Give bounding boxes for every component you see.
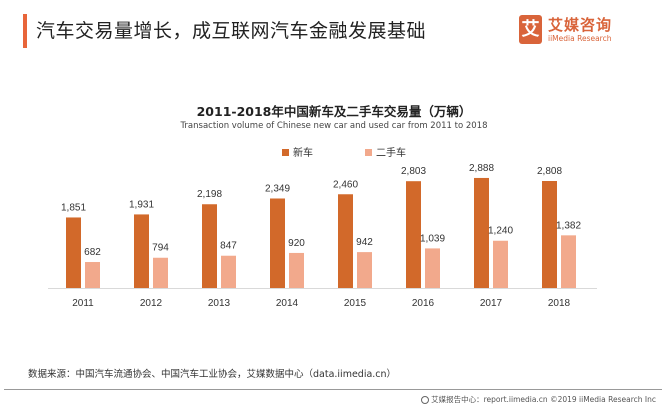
bar-new-car-2018 bbox=[542, 181, 557, 288]
bar-used-car-2011 bbox=[85, 262, 100, 288]
legend-swatch-used-car bbox=[365, 149, 372, 156]
logo-english-text: iiMedia Research bbox=[548, 34, 612, 43]
data-source-note: 数据来源：中国汽车流通协会、中国汽车工业协会，艾媒数据中心（data.iimed… bbox=[28, 369, 397, 380]
footer-divider bbox=[4, 389, 662, 390]
data-label-new-car-2018: 2,808 bbox=[537, 166, 562, 177]
data-label-new-car-2012: 1,931 bbox=[129, 199, 154, 210]
bar-used-car-2015 bbox=[357, 252, 372, 288]
data-label-new-car-2017: 2,888 bbox=[469, 163, 494, 174]
bar-new-car-2011 bbox=[66, 217, 81, 288]
data-label-used-car-2013: 847 bbox=[220, 241, 237, 252]
data-label-used-car-2017: 1,240 bbox=[488, 226, 513, 237]
data-label-used-car-2011: 682 bbox=[84, 247, 101, 258]
legend-swatch-new-car bbox=[282, 149, 289, 156]
x-tick-label-2014: 2014 bbox=[276, 298, 299, 309]
bar-new-car-2014 bbox=[270, 198, 285, 288]
x-tick-label-2016: 2016 bbox=[412, 298, 435, 309]
bar-used-car-2016 bbox=[425, 248, 440, 288]
title-accent-bar bbox=[23, 14, 27, 48]
bar-new-car-2017 bbox=[474, 177, 489, 288]
x-tick-label-2015: 2015 bbox=[344, 298, 367, 309]
bar-used-car-2014 bbox=[289, 252, 304, 288]
x-tick-label-2011: 2011 bbox=[72, 298, 94, 309]
legend-label-new-car: 新车 bbox=[293, 148, 313, 159]
legend-label-used-car: 二手车 bbox=[376, 148, 406, 159]
globe-icon bbox=[421, 396, 430, 404]
footer-credit-text: 艾媒报告中心：report.iimedia.cn ©2019 iiMedia R… bbox=[431, 395, 656, 404]
bar-new-car-2016 bbox=[406, 181, 421, 288]
x-tick-label-2012: 2012 bbox=[140, 298, 163, 309]
logo-chinese-text: 艾媒咨询 bbox=[548, 16, 613, 34]
legend-item-used-car: 二手车 bbox=[365, 144, 406, 159]
bar-used-car-2017 bbox=[493, 240, 508, 288]
bar-used-car-2012 bbox=[153, 257, 168, 288]
data-label-used-car-2012: 794 bbox=[152, 243, 169, 254]
data-label-used-car-2015: 942 bbox=[356, 237, 373, 248]
bar-used-car-2018 bbox=[561, 235, 576, 288]
data-label-new-car-2016: 2,803 bbox=[401, 166, 426, 177]
footer-credit: 艾媒报告中心：report.iimedia.cn ©2019 iiMedia R… bbox=[421, 394, 656, 405]
data-label-used-car-2014: 920 bbox=[288, 238, 305, 249]
logo-icon: 艾 bbox=[519, 15, 542, 44]
bar-new-car-2015 bbox=[338, 194, 353, 288]
bar-new-car-2013 bbox=[202, 204, 217, 288]
x-tick-label-2018: 2018 bbox=[548, 298, 571, 309]
legend-item-new-car: 新车 bbox=[282, 144, 313, 159]
data-label-new-car-2014: 2,349 bbox=[265, 183, 290, 194]
data-label-used-car-2016: 1,039 bbox=[420, 233, 445, 244]
data-label-new-car-2011: 1,851 bbox=[61, 202, 86, 213]
chart-subtitle: Transaction volume of Chinese new car an… bbox=[180, 121, 488, 131]
bar-new-car-2012 bbox=[134, 214, 149, 288]
data-label-new-car-2015: 2,460 bbox=[333, 179, 358, 190]
chart-title: 2011-2018年中国新车及二手车交易量（万辆） bbox=[196, 104, 472, 119]
bar-used-car-2013 bbox=[221, 255, 236, 288]
data-label-used-car-2018: 1,382 bbox=[556, 220, 581, 231]
iimedia-logo: 艾 艾媒咨询 iiMedia Research bbox=[519, 15, 639, 47]
x-tick-label-2017: 2017 bbox=[480, 298, 503, 309]
x-tick-label-2013: 2013 bbox=[208, 298, 231, 309]
data-label-new-car-2013: 2,198 bbox=[197, 189, 222, 200]
page-title: 汽车交易量增长，成互联网汽车金融发展基础 bbox=[36, 20, 427, 42]
